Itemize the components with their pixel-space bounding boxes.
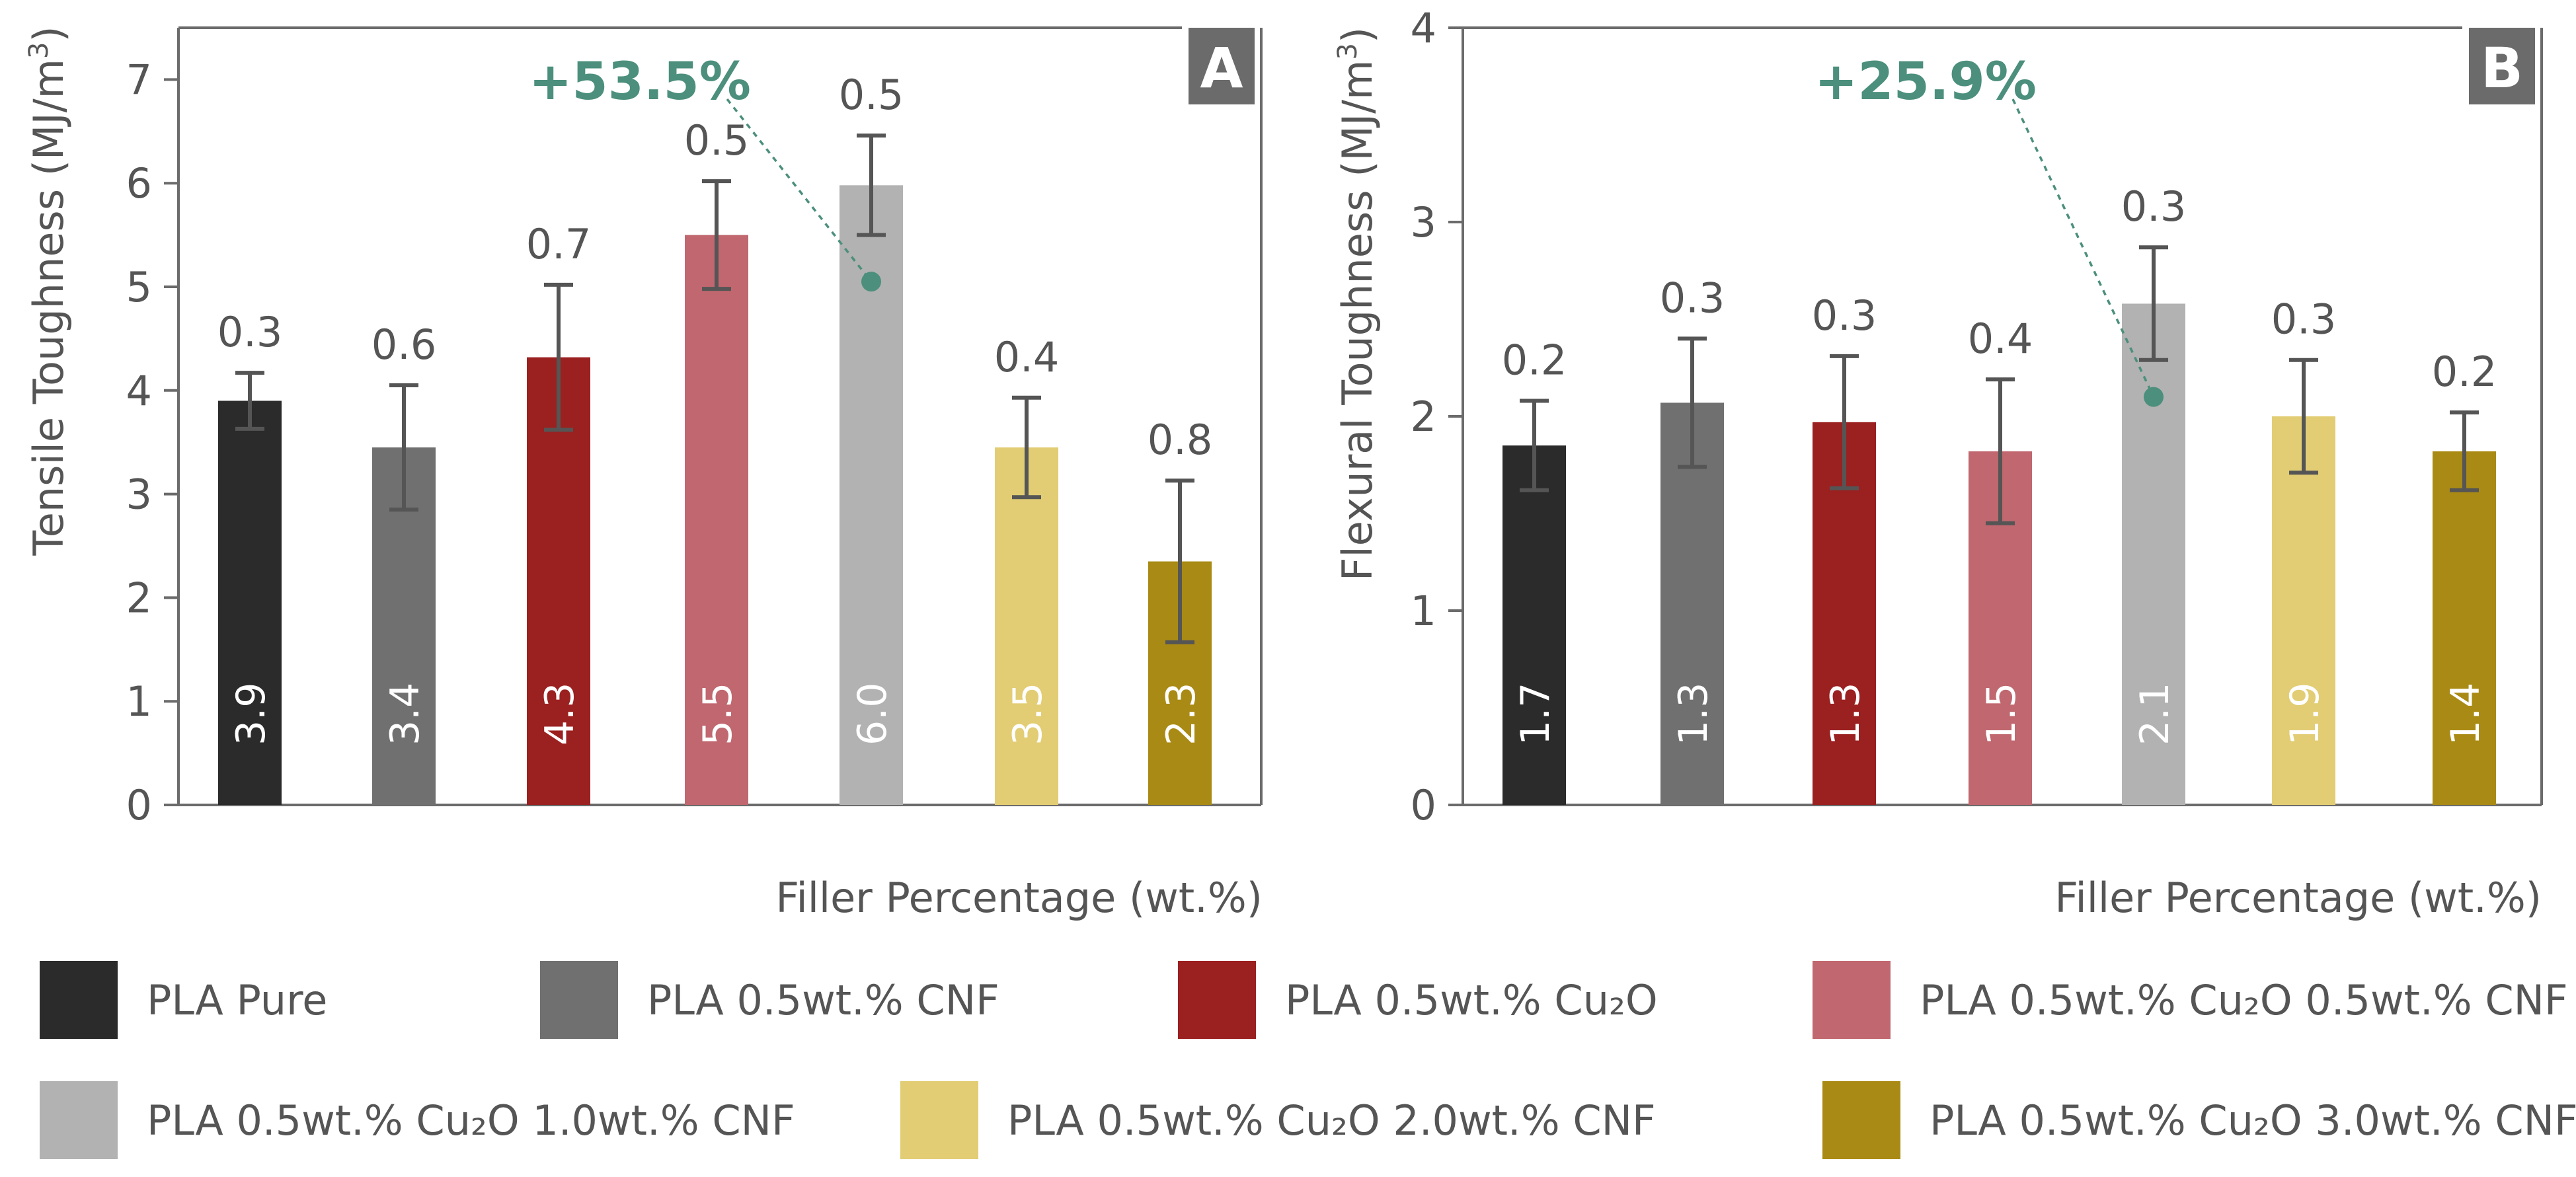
panel-a-y-tick-label: 0: [126, 781, 152, 829]
panel-a-top-label: 0.5: [684, 116, 750, 165]
panel-b-callout-text: +25.9%: [1815, 52, 2037, 112]
panel-a-top-label: 0.7: [526, 220, 592, 268]
panel-a-top-label: 0.5: [839, 71, 904, 119]
panel-b-bar: [2433, 451, 2496, 805]
panel-a-y-axis-title: Tensile Toughness (MJ/m3): [24, 26, 73, 556]
panel-b-bar: [2272, 416, 2335, 805]
panel-a-letter-badge: [1189, 28, 1255, 104]
panel-b-top-label: 0.3: [1660, 274, 1725, 322]
panel-b-x-axis-title: Filler Percentage (wt.%): [2054, 874, 2542, 922]
panel-b-inner-label: 1.9: [2282, 683, 2328, 745]
panel-b-top-label: 0.2: [1502, 336, 1567, 384]
panel-b-y-tick-label: 3: [1411, 198, 1436, 247]
panel-b-top-label: 0.3: [2121, 182, 2187, 231]
panel-b-top-label: 0.3: [2271, 295, 2337, 344]
panel-a-top-label: 0.3: [217, 308, 283, 356]
panel-a-letter: A: [1200, 36, 1243, 100]
panel-b-top-label: 0.3: [1812, 291, 1877, 340]
panel-b-bar: [1503, 445, 1566, 805]
panel-a-y-tick-label: 3: [126, 471, 152, 519]
panel-b-y-axis-title: Flexural Toughness (MJ/m3): [1333, 27, 1382, 581]
panel-a-x-axis-title: Filler Percentage (wt.%): [775, 874, 1263, 922]
panel-a-inner-label: 5.5: [695, 683, 741, 745]
panel-b-y-tick-label: 1: [1411, 587, 1436, 635]
panel-a-inner-label: 4.3: [537, 683, 583, 745]
panel-a-callout-leader: [726, 98, 873, 283]
panel-b-letter-badge: [2469, 28, 2535, 104]
panel-b-callout-leader: [2011, 98, 2155, 398]
panel-a-bar: [685, 235, 748, 806]
panel-b-y-axis-title-superscript: 3: [1333, 43, 1363, 59]
panel-b-y-tick-label: 0: [1411, 781, 1436, 829]
panel-a-y-tick-label: 7: [126, 56, 152, 104]
panel-b-inner-label: 1.7: [1512, 683, 1559, 745]
panel-a-y-tick-label: 1: [126, 677, 152, 726]
panel-a-y-tick-label: 5: [126, 263, 152, 311]
panel-a-callout-point: [861, 272, 881, 292]
panel-b-inner-label: 1.3: [1670, 683, 1717, 745]
panel-a-callout-text: +53.5%: [529, 52, 751, 112]
panel-b-top-label: 0.4: [1968, 315, 2033, 363]
panel-a-bar: [527, 357, 590, 805]
panel-a-inner-label: 3.4: [382, 683, 428, 745]
panel-a-y-tick-label: 6: [126, 159, 152, 208]
panel-a-top-label: 0.4: [994, 333, 1060, 381]
panel-b-inner-label: 2.1: [2132, 683, 2178, 745]
panel-a-inner-label: 3.9: [228, 683, 274, 745]
panel-a-bar: [218, 400, 282, 805]
panel-a-inner-label: 3.5: [1005, 683, 1051, 745]
panel-b-y-axis-title-close: ): [1333, 27, 1382, 43]
panel-b-inner-label: 1.4: [2442, 683, 2489, 745]
panel-b-y-tick-label: 2: [1411, 393, 1436, 441]
panel-a-inner-label: 2.3: [1158, 683, 1204, 745]
panel-a-top-label: 0.6: [371, 321, 437, 369]
panel-a-top-label: 0.8: [1148, 416, 1213, 464]
panel-a-y-axis-title-superscript: 3: [24, 42, 54, 59]
panel-b-y-tick-label: 4: [1411, 4, 1436, 52]
panel-b-callout-point: [2144, 387, 2164, 407]
panel-b-inner-label: 1.5: [1978, 683, 2025, 745]
panel-a-y-tick-label: 4: [126, 367, 152, 415]
panel-a-bar: [995, 447, 1058, 805]
panel-b-top-label: 0.2: [2432, 348, 2497, 396]
panel-a-inner-label: 6.0: [849, 683, 896, 745]
panel-b-letter: B: [2481, 36, 2523, 100]
panel-b-inner-label: 1.3: [1822, 683, 1869, 745]
panel-a-y-tick-label: 2: [126, 574, 152, 622]
panel-a-y-axis-title-close: ): [24, 26, 73, 42]
panel-b-bar: [1660, 402, 1724, 805]
